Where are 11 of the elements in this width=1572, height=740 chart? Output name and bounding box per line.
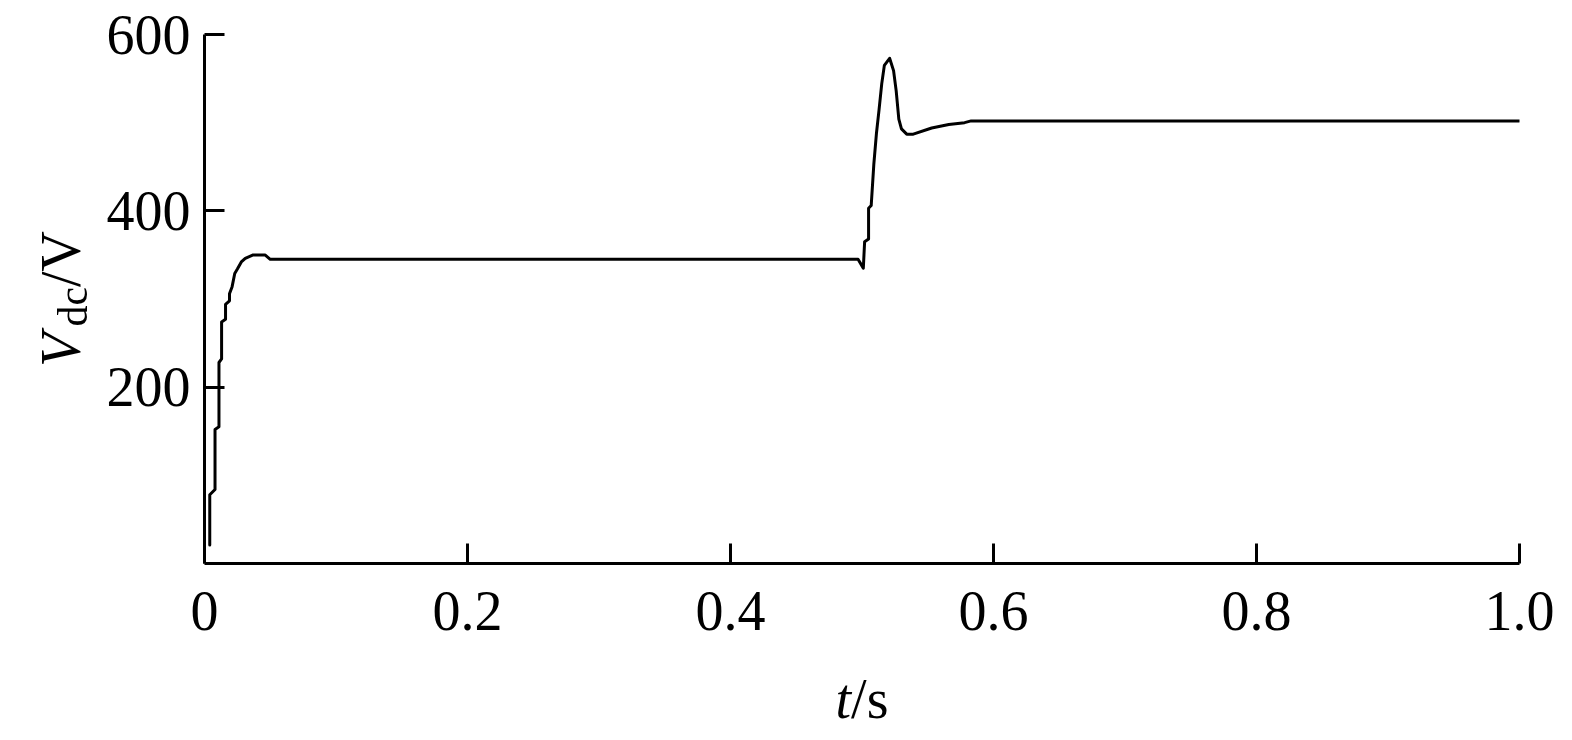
y-tick-label: 400: [106, 179, 191, 242]
x-axis-title: t/s: [835, 667, 889, 730]
x-tick-label: 0.2: [432, 579, 503, 642]
x-tick-label: 0.6: [958, 579, 1029, 642]
y-axis-title: Vdc/V: [29, 230, 96, 368]
y-tick-label: 200: [106, 356, 191, 419]
x-tick-label: 1.0: [1484, 579, 1555, 642]
x-tick-label: 0: [190, 579, 219, 642]
x-tick-label: 0.8: [1221, 579, 1292, 642]
x-tick-label: 0.4: [695, 579, 766, 642]
y-tick-label: 600: [106, 3, 191, 66]
